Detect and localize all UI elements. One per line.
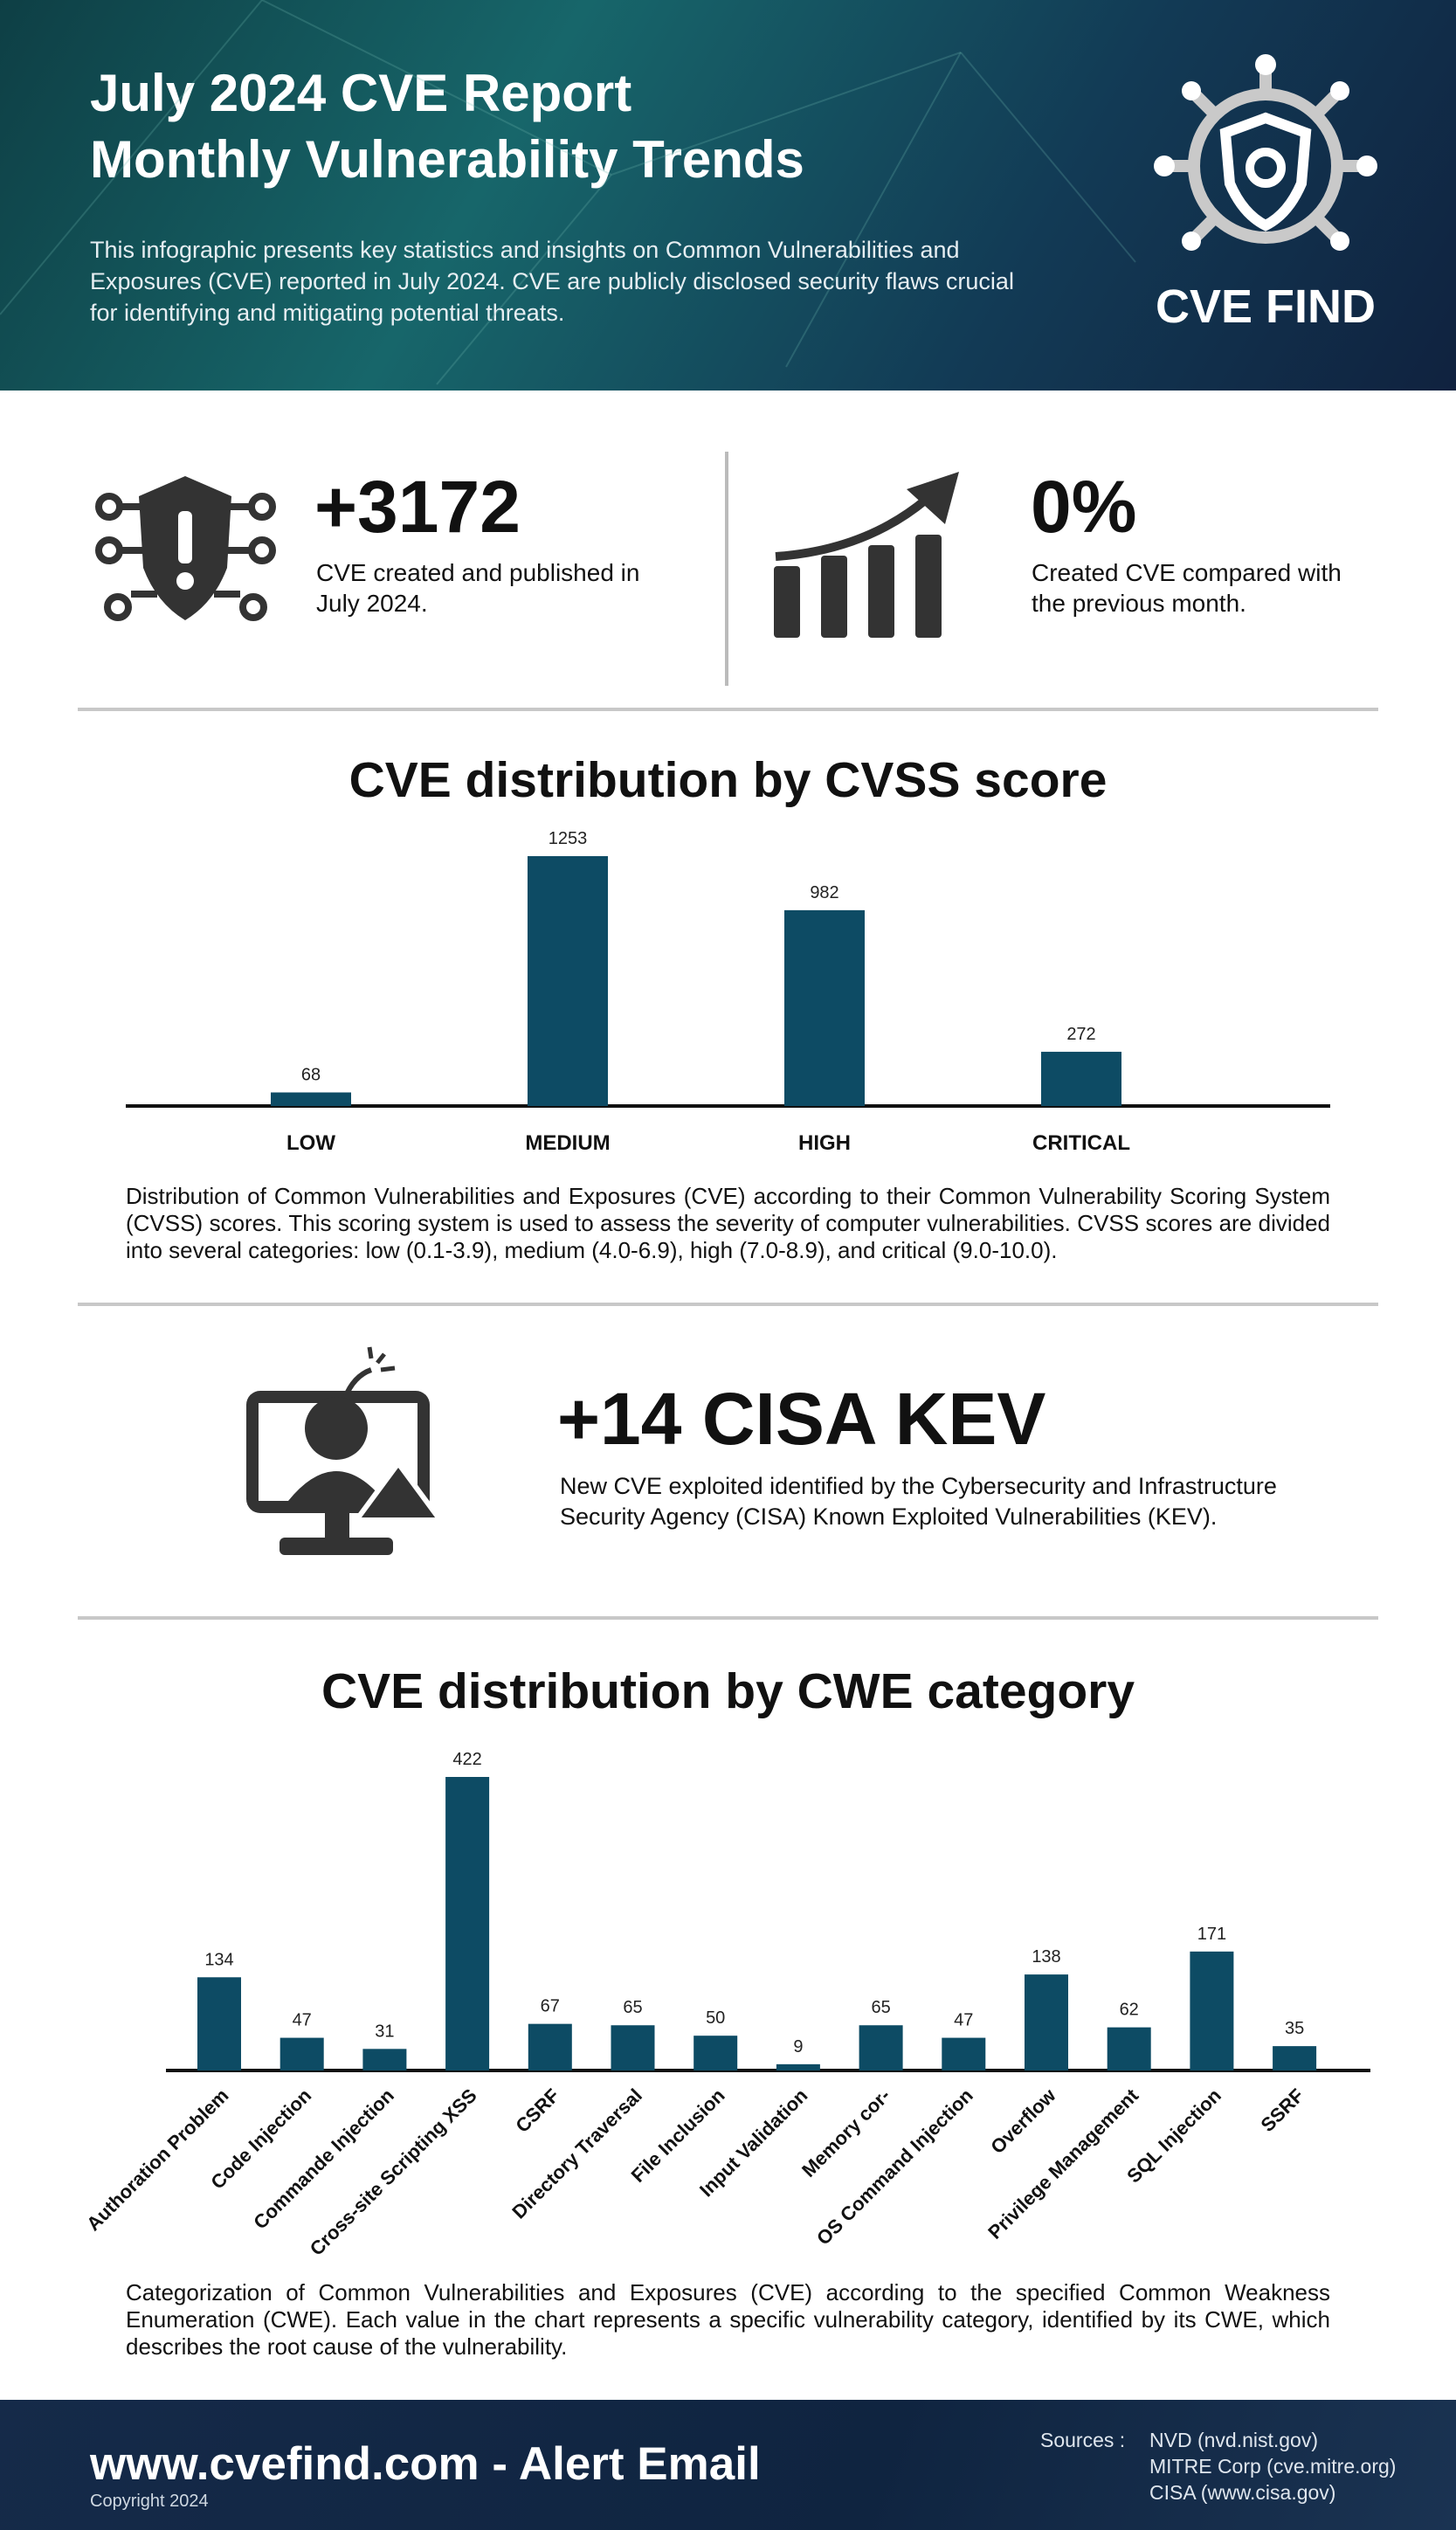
value-label: 67 <box>541 1997 560 2016</box>
title: July 2024 CVE Report <box>90 64 632 122</box>
chart-caption: Distribution of Common Vulnerabilities a… <box>126 1183 1330 1263</box>
bar <box>1273 2046 1317 2070</box>
header <box>0 0 1456 391</box>
kev-icon <box>246 1346 445 1555</box>
value-label: 982 <box>810 883 838 902</box>
value-label: 171 <box>1197 1925 1226 1944</box>
bar <box>528 2023 572 2070</box>
value-label: 62 <box>1120 2001 1139 2020</box>
kev-title: +14 CISA KEV <box>557 1378 1046 1460</box>
value-label: 272 <box>1066 1025 1095 1044</box>
stat-value: +3172 <box>314 466 521 548</box>
value-label: 138 <box>1032 1947 1060 1967</box>
x-tick-label: Authoration Problem <box>82 2084 232 2235</box>
bar <box>784 909 865 1106</box>
value-label: 35 <box>1285 2019 1304 2038</box>
bar <box>445 1777 490 2070</box>
sources-label: Sources : <box>1040 2429 1126 2451</box>
bar <box>611 2025 655 2070</box>
value-label: 65 <box>623 1998 642 2017</box>
chart-caption: Categorization of Common Vulnerabilities… <box>126 2279 1330 2360</box>
x-tick-label: CRITICAL <box>1032 1131 1130 1155</box>
value-label: 9 <box>793 2037 803 2056</box>
logo-nodes <box>1154 54 1377 251</box>
bar <box>1107 2027 1151 2070</box>
source: NVD (nvd.nist.gov) <box>1149 2429 1319 2451</box>
bar <box>271 1092 351 1106</box>
chart-title: CVE distribution by CWE category <box>321 1663 1135 1719</box>
value-label: 68 <box>301 1065 321 1084</box>
x-tick-label: CSRF <box>511 2084 563 2137</box>
section-rule <box>78 708 1378 1620</box>
title: Monthly Vulnerability Trends <box>90 130 804 189</box>
bar <box>197 1977 241 2070</box>
x-tick-label: LOW <box>286 1131 335 1155</box>
chart-title: CVE distribution by CVSS score <box>348 752 1108 808</box>
x-tick-label: MEDIUM <box>525 1131 610 1155</box>
x-tick-label: Commande Injection <box>249 2084 398 2234</box>
x-tick-label: OS Command Injection <box>812 2084 977 2250</box>
kev-text: New CVE exploited identified by the Cybe… <box>560 1473 1277 1530</box>
copyright: Copyright 2024 <box>90 2492 209 2511</box>
source: MITRE Corp (cve.mitre.org) <box>1149 2455 1397 2478</box>
network-decoration <box>0 0 1136 385</box>
footer <box>0 2400 1456 2530</box>
x-tick-label: Cross-site Scripting XSS <box>306 2084 481 2260</box>
value-label: 65 <box>871 1998 890 2017</box>
stat-text: CVE created and published in July 2024. <box>316 559 640 617</box>
bar <box>859 2025 903 2070</box>
value-label: 31 <box>375 2022 394 2041</box>
bar <box>362 2049 407 2070</box>
value-label: 134 <box>204 1950 233 1969</box>
stat-value: 0% <box>1031 466 1137 548</box>
footer-site: www.cvefind.com - Alert Email <box>90 2438 761 2490</box>
source: CISA (www.cisa.gov) <box>1149 2481 1336 2504</box>
bar <box>279 2037 324 2070</box>
bar <box>1190 1951 1234 2070</box>
bar <box>942 2037 986 2070</box>
value-label: 47 <box>293 2011 312 2030</box>
value-label: 1253 <box>549 829 588 848</box>
x-tick-label: Privilege Management <box>983 2084 1142 2243</box>
growth-icon <box>774 472 959 638</box>
x-tick-label: HIGH <box>798 1131 851 1155</box>
value-label: 50 <box>706 2008 725 2028</box>
bar <box>1041 1051 1121 1106</box>
value-label: 422 <box>452 1750 481 1769</box>
bar <box>1025 1974 1068 2070</box>
logo-icon <box>1170 70 1362 244</box>
bar <box>776 2063 820 2070</box>
bar <box>693 2036 738 2070</box>
x-tick-label: SSRF <box>1256 2084 1308 2136</box>
stat-text: Created CVE compared with the previous m… <box>1032 559 1342 617</box>
logo-text: CVE FIND <box>1155 280 1377 333</box>
shield-icon <box>95 476 276 621</box>
x-tick-label: Overflow <box>986 2084 1060 2158</box>
bar <box>528 856 608 1106</box>
description: This infographic presents key statistics… <box>90 237 1014 326</box>
value-label: 47 <box>954 2011 973 2030</box>
